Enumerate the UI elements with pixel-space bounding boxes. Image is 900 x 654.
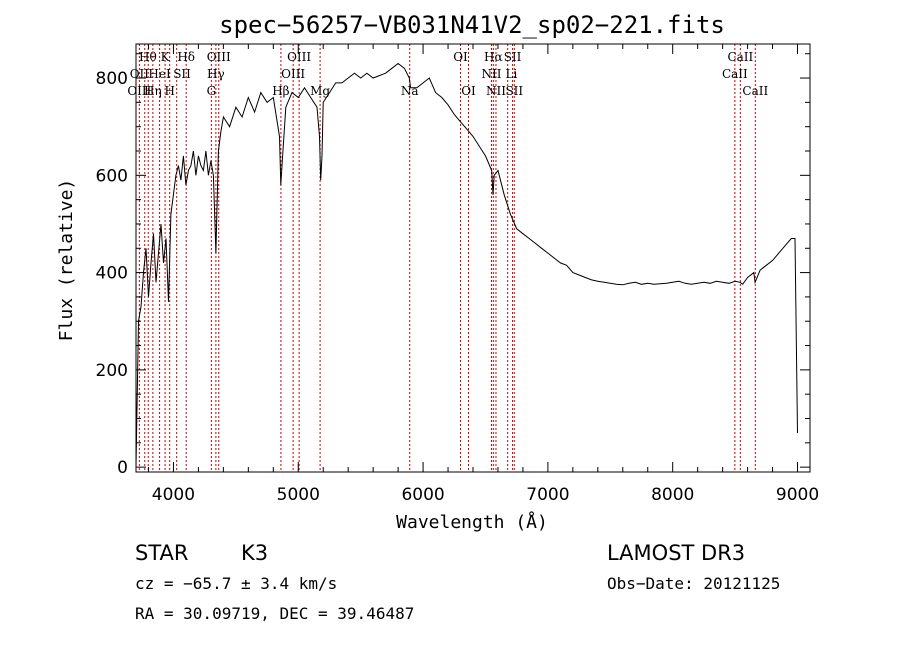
line-label: SII [504, 50, 522, 64]
line-label: Na [401, 84, 419, 98]
line-label: NII [481, 67, 501, 81]
line-label: HeI [148, 67, 171, 81]
line-label: Li [506, 67, 518, 81]
line-label: Hα [484, 50, 503, 64]
y-axis-label: Flux (relative) [56, 179, 77, 342]
line-label: Hθ [139, 50, 157, 64]
x-tick-label: 9000 [776, 485, 819, 505]
survey-name: LAMOST DR3 [607, 541, 745, 565]
line-label: Hη [144, 84, 162, 98]
y-tick-label: 600 [96, 166, 128, 186]
line-label: OIII [281, 67, 305, 81]
x-tick-label: 7000 [526, 485, 569, 505]
object-class: STAR [135, 541, 188, 565]
x-axis-label: Wavelength (Å) [396, 511, 548, 533]
y-axis-ticks: 0 200 400 600 800 [96, 53, 810, 478]
emission-line-markers [138, 44, 756, 472]
x-tick-label: 4000 [152, 485, 195, 505]
line-label: NII [486, 84, 506, 98]
line-label: CaII [742, 84, 768, 98]
line-label: OII [130, 67, 150, 81]
chart-title: spec−56257−VB031N41V2_sp02−221.fits [219, 11, 725, 39]
line-label: CaII [727, 50, 753, 64]
x-tick-label: 6000 [401, 485, 444, 505]
line-label: K [161, 50, 171, 64]
y-tick-label: 800 [96, 69, 128, 89]
line-label: CaII [722, 67, 748, 81]
object-subclass: K3 [241, 541, 268, 565]
line-label: OIII [287, 50, 311, 64]
line-label: Hγ [207, 67, 225, 81]
line-label: Hβ [272, 84, 289, 98]
x-axis-ticks: 4000 5000 6000 7000 8000 9000 [147, 44, 819, 505]
line-label: OI [461, 84, 476, 98]
spectrum-line [135, 62, 798, 468]
line-label: SII [173, 67, 191, 81]
line-label: OIII [207, 50, 231, 64]
y-tick-label: 200 [96, 361, 128, 381]
x-tick-label: 5000 [277, 485, 320, 505]
line-label: Mg [310, 84, 330, 98]
line-label: OI [453, 50, 468, 64]
x-tick-label: 8000 [651, 485, 694, 505]
line-label: G [207, 84, 217, 98]
line-label: SII [505, 84, 523, 98]
line-label: OIII [127, 84, 151, 98]
redshift-velocity: cz = −65.7 ± 3.4 km/s [135, 574, 337, 593]
line-label: Hδ [177, 50, 195, 64]
coordinates: RA = 30.09719, DEC = 39.46487 [135, 604, 414, 623]
y-tick-label: 400 [96, 264, 128, 284]
observation-date: Obs−Date: 20121125 [607, 574, 780, 593]
line-label: H [164, 84, 174, 98]
y-tick-label: 0 [117, 458, 128, 478]
